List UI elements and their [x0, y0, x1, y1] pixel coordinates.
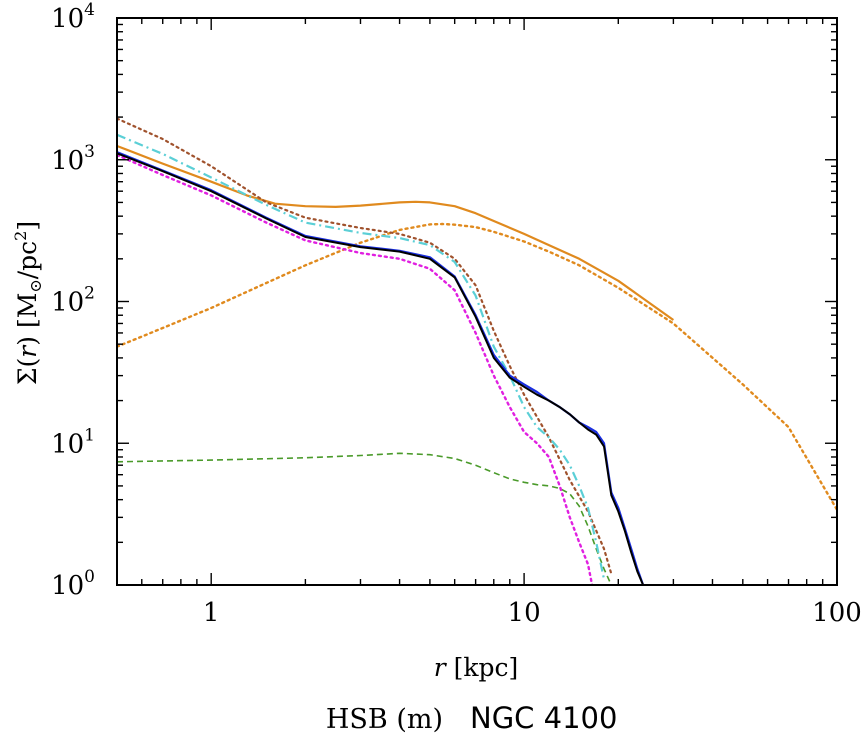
y-tick-label: 102 — [51, 284, 95, 318]
y-axis-title: Σ(r) [M⊙/pc2] — [11, 221, 45, 385]
y-tick-label: 100 — [51, 567, 95, 601]
series-model-dotted-magenta — [117, 153, 594, 585]
y-tick-label: 103 — [51, 142, 95, 176]
x-tick-label: 10 — [508, 598, 541, 628]
label-layer: 1 10 100 100 101 102 103 104 — [51, 0, 862, 628]
x-tick-label: 100 — [812, 598, 862, 628]
series-total — [117, 144, 675, 321]
caption-galaxy-name: NGC 4100 — [470, 701, 617, 735]
series-model-dashdot-cyan — [117, 133, 606, 580]
x-tick-label: 1 — [203, 598, 220, 628]
series-model-dotted-brown — [117, 117, 613, 575]
series-halo — [117, 222, 837, 511]
y-tick-label: 104 — [51, 0, 95, 34]
caption-hsb: HSB (m) — [326, 704, 443, 735]
tick-layer — [116, 17, 838, 586]
series-observed-black — [117, 152, 645, 585]
x-axis-title: r [kpc] — [434, 653, 519, 682]
y-tick-label: 101 — [51, 425, 95, 459]
series-observed-blue — [117, 151, 645, 585]
series-layer — [117, 117, 837, 585]
series-gas — [117, 452, 613, 585]
